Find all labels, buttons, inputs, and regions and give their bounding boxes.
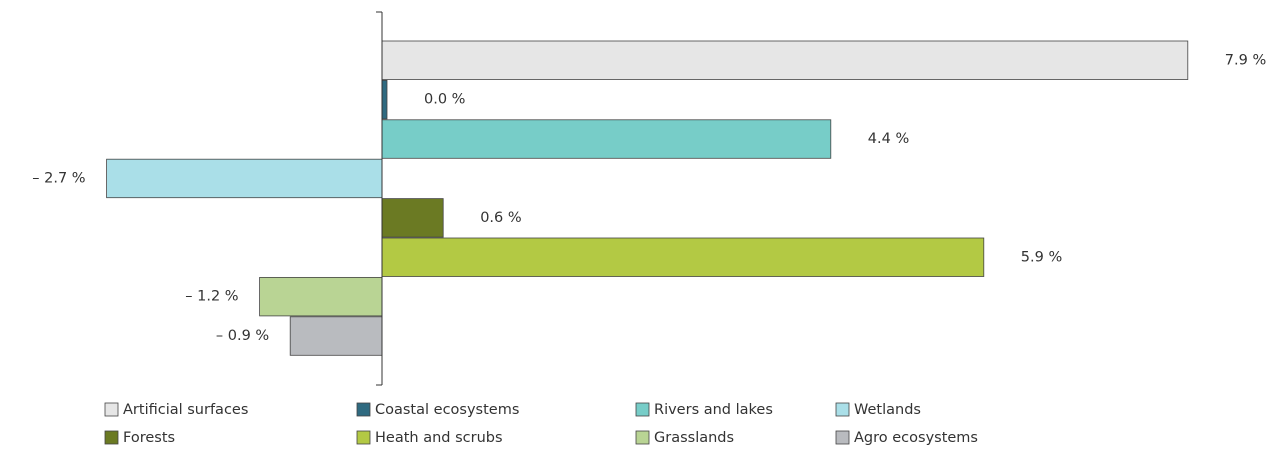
- bar: [381, 237, 985, 277]
- bar: [381, 40, 1189, 80]
- bar: [381, 119, 832, 159]
- value-label: 4.4 %: [868, 131, 909, 147]
- legend: Artificial surfaces Coastal ecosystems Riv…: [104, 402, 978, 446]
- value-label: 5.9 %: [1021, 249, 1062, 265]
- legend-swatch: [835, 430, 850, 445]
- legend-label: Grasslands: [654, 430, 734, 446]
- value-label: 0.0 %: [424, 92, 465, 108]
- legend-label: Agro ecosystems: [854, 430, 978, 446]
- value-label: – 1.2 %: [185, 289, 238, 305]
- legend-swatch: [635, 430, 650, 445]
- legend-label: Coastal ecosystems: [375, 402, 519, 418]
- legend-swatch: [356, 402, 371, 417]
- legend-swatch: [356, 430, 371, 445]
- legend-label: Artificial surfaces: [123, 402, 248, 418]
- value-label: 7.9 %: [1225, 52, 1266, 68]
- legend-swatch: [835, 402, 850, 417]
- legend-label: Forests: [123, 430, 175, 446]
- legend-label: Heath and scrubs: [375, 430, 503, 446]
- legend-swatch: [104, 430, 119, 445]
- bar: [259, 276, 383, 317]
- legend-label: Wetlands: [854, 402, 921, 418]
- legend-swatch: [635, 402, 650, 417]
- bars: 7.9 % 0.0 % 4.4 % – 2.7 % 0.6 % 5.9 % – 1.2 % –…: [32, 40, 1266, 356]
- bar: [381, 198, 444, 238]
- value-label: 0.6 %: [480, 210, 521, 226]
- value-label: – 2.7 %: [32, 170, 85, 186]
- value-label: – 0.9 %: [216, 328, 269, 344]
- legend-swatch: [104, 402, 119, 417]
- legend-label: Rivers and lakes: [654, 402, 773, 418]
- bar: [289, 316, 383, 356]
- bar: [106, 158, 383, 199]
- bar: [381, 80, 388, 120]
